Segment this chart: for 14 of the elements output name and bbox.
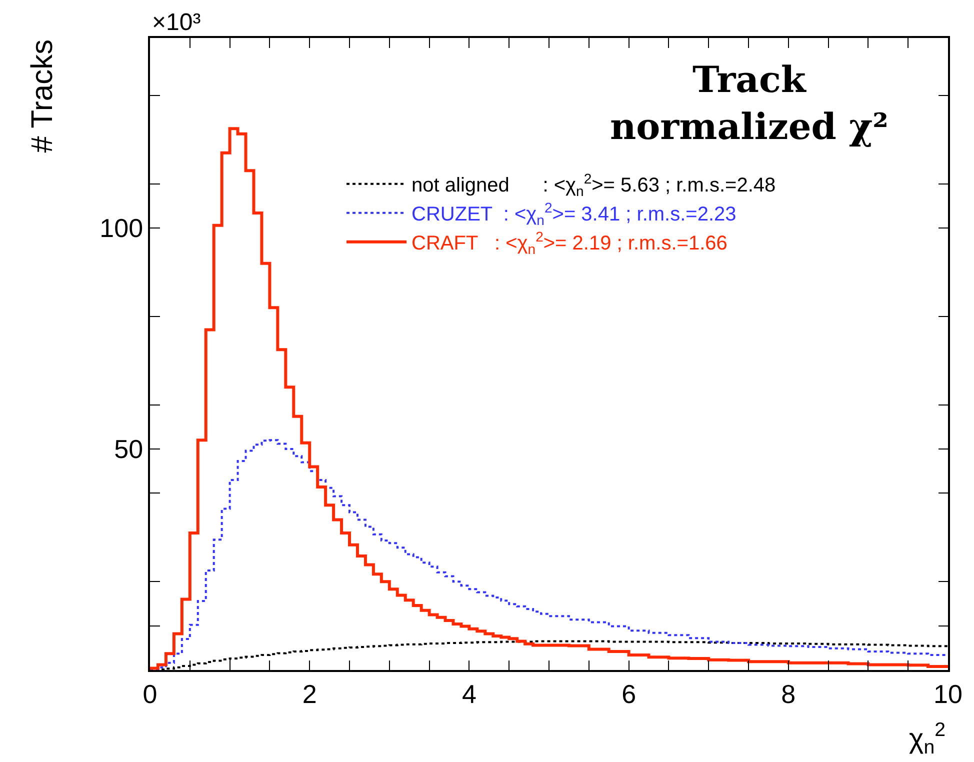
y-tick-label: 100 xyxy=(100,213,144,244)
legend-label: not aligned : <χ$_{n}$$^{2}$>= 5.63 ; r.m.s.=2.48 xyxy=(412,170,776,199)
x-tick-label: 10 xyxy=(934,678,962,709)
legend-label: CRAFT : <χ$_{n}$$^{2}$>= 2.19 ; r.m.s.=1.66 xyxy=(412,228,728,257)
legend-label: CRUZET : <χ$_{n}$$^{2}$>= 3.41 ; r.m.s.=2.23 xyxy=(412,199,736,228)
text: ×10³ xyxy=(152,9,201,36)
x-tick-label: 2 xyxy=(302,678,317,709)
x-tick-label: 6 xyxy=(622,678,636,709)
y-tick-label: 50 xyxy=(114,434,144,464)
x-tick-label: 4 xyxy=(462,678,476,709)
y-axis-title: # Tracks xyxy=(26,39,59,153)
x-tick-label: 8 xyxy=(781,678,796,709)
x-tick-label: 0 xyxy=(142,678,158,709)
text: Track normalized χ² xyxy=(610,59,888,148)
